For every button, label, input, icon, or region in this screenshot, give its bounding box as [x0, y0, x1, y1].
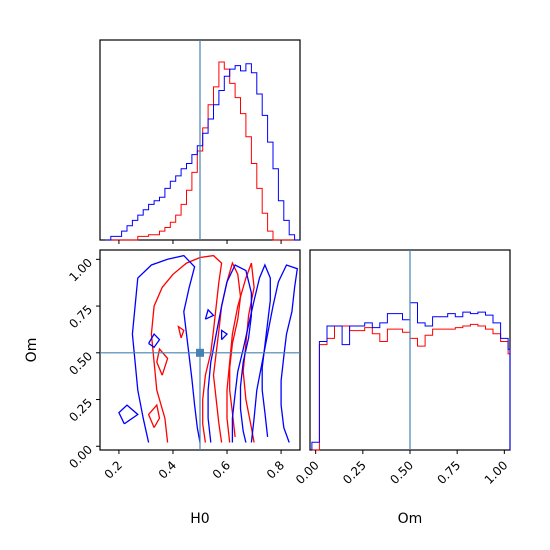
h0-histogram-ticks: [118, 240, 282, 244]
contour-truth-lines: [100, 250, 300, 450]
contour-series-1-level-0: [131, 254, 201, 443]
contour-ytick-label-4: 1.00: [66, 256, 95, 285]
h0-histogram-series: [105, 61, 300, 241]
panel-contour: 0.2 0.4 0.6 0.8 0.00 0.25 0.50 0.75 1.00 H0 Om: [24, 249, 301, 527]
y-axis-title-om: Om: [24, 338, 40, 363]
contour-xtick-label-0: 0.2: [102, 458, 125, 481]
contour-ytick-label-3: 0.75: [66, 302, 95, 331]
contour-ytick-label-0: 0.00: [66, 442, 95, 471]
contour-series-1-level-4: [148, 333, 161, 349]
contour-series-1-level-2: [231, 263, 271, 443]
contour-xtick-label-3: 0.8: [264, 458, 287, 481]
om-histogram-ticks: 0.00 0.25 0.50 0.75 1.00: [293, 450, 510, 487]
contour-ytick-label-2: 0.50: [66, 349, 95, 378]
contour-series-0-level-2: [226, 262, 255, 443]
contour-truth-point: [196, 348, 204, 357]
om-histogram-series: [311, 302, 511, 451]
contour-series: [118, 254, 299, 443]
om-hist-series-1-step-line: [311, 302, 511, 450]
contour-series-1-level-5: [118, 404, 139, 425]
contour-series-0-level-3: [156, 347, 169, 376]
contour-ytick-label-1: 0.25: [66, 396, 95, 425]
contour-series-1-level-1: [207, 264, 253, 443]
om-hist-xtick-label-3: 0.75: [434, 458, 463, 487]
om-hist-xtick-label-2: 0.50: [387, 458, 416, 487]
x-axis-title-om: Om: [398, 511, 423, 527]
h0-hist-series-0-step-line: [105, 61, 300, 241]
contour-series-1-level-7: [204, 308, 215, 320]
om-hist-xtick-label-1: 0.25: [340, 458, 369, 487]
contour-xtick-label-1: 0.4: [156, 458, 179, 481]
contour-xtick-label-2: 0.6: [210, 458, 233, 481]
om-hist-xtick-label-4: 1.00: [482, 458, 511, 487]
contour-series-1-level-6: [220, 329, 229, 341]
h0-hist-series-1-step-line: [105, 63, 300, 241]
om-hist-xtick-label-0: 0.00: [293, 458, 322, 487]
x-axis-title-h0: H0: [190, 511, 209, 527]
contour-series-1-level-3: [250, 264, 299, 443]
contour-series-0-level-5: [147, 403, 161, 428]
panel-om-histogram: 0.00 0.25 0.50 0.75 1.00 Om: [293, 249, 511, 527]
panel-h0-histogram: [99, 39, 301, 244]
contour-series-0-level-1: [212, 261, 242, 443]
contour-series-0-level-4: [177, 325, 185, 339]
contour-series-0-level-0: [150, 254, 223, 443]
